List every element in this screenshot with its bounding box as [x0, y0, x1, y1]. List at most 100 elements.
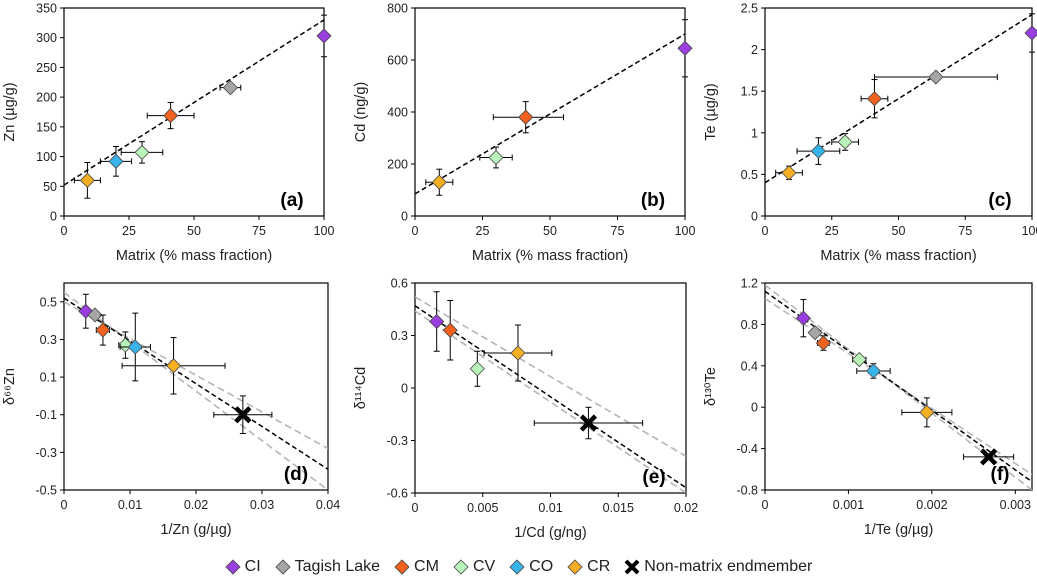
legend-marker-shape — [394, 559, 410, 575]
x-tick-label: 75 — [611, 224, 625, 238]
data-point-cv — [851, 352, 867, 368]
data-point-co — [810, 143, 826, 159]
plot-frame — [63, 282, 329, 491]
x-axis-label: Matrix (% mass fraction) — [472, 248, 628, 264]
y-axis-label: δ¹³⁰Te — [703, 367, 719, 406]
confidence-line — [415, 310, 686, 493]
legend-diamond-marker — [275, 559, 291, 575]
x-tick-label: 0 — [61, 498, 68, 512]
chart-panel-0: 0 25 50 75 100 0 50 100 150 200 250 300 350 Matrix (%… — [2, 2, 334, 265]
legend-diamond-marker — [225, 559, 241, 575]
x-tick-label: 50 — [187, 224, 201, 238]
data-point-cm — [163, 108, 179, 124]
data-point-cv — [134, 144, 150, 160]
x-tick-label: 50 — [892, 224, 906, 238]
regression-line — [765, 14, 1032, 184]
legend-x-marker — [624, 559, 640, 575]
confidence-line — [415, 296, 686, 457]
data-point-ci — [1024, 25, 1037, 41]
y-tick-label: 0 — [50, 210, 57, 224]
data-point-cr — [431, 174, 447, 190]
x-tick-label: 75 — [252, 224, 266, 238]
panel-label: (d) — [284, 464, 308, 485]
panel-label: (b) — [641, 190, 665, 211]
data-point-ci — [429, 313, 445, 330]
regression-line — [64, 19, 324, 186]
y-tick-label: 250 — [36, 61, 57, 75]
y-tick-label: 800 — [387, 2, 408, 16]
data-point-cv — [837, 134, 853, 150]
legend-marker-shape — [275, 559, 291, 575]
y-tick-label: 150 — [36, 120, 57, 134]
legend-diamond-marker — [394, 559, 410, 575]
regression-line — [415, 305, 686, 489]
y-tick-label: 0.5 — [741, 168, 758, 182]
plot-area — [64, 19, 324, 186]
y-tick-label: 200 — [387, 158, 408, 172]
y-tick-label: 0.8 — [741, 318, 758, 332]
y-axis-label: Te (µg/g) — [703, 83, 719, 141]
x-axis-label: Matrix (% mass fraction) — [820, 248, 976, 264]
plot-area — [415, 296, 686, 493]
y-tick-label: -0.4 — [736, 442, 758, 456]
x-tick-label: 75 — [958, 224, 972, 238]
legend-label: Non-matrix endmember — [644, 558, 813, 575]
legend-marker-shape — [509, 559, 525, 575]
x-tick-label: 0.002 — [916, 498, 947, 512]
legend-item: Tagish Lake — [275, 558, 380, 576]
plot-area — [765, 14, 1032, 184]
legend-diamond-marker — [453, 559, 469, 575]
plot-frame — [63, 7, 325, 217]
y-tick-label: -0.5 — [35, 484, 57, 498]
data-point-cm — [95, 322, 111, 338]
data-point-cm — [442, 322, 458, 338]
legend-item: CM — [394, 558, 439, 576]
y-tick-label: 1 — [751, 126, 758, 140]
regression-line — [415, 33, 685, 195]
y-tick-label: 0.6 — [391, 277, 408, 291]
data-point-cr — [165, 358, 182, 374]
x-tick-label: 100 — [314, 224, 335, 238]
plot-frame — [414, 282, 687, 494]
y-axis-label: Zn (µg/g) — [2, 82, 18, 141]
legend-label: CM — [414, 558, 439, 575]
data-point-non-matrix — [579, 414, 598, 432]
legend-item: CR — [567, 558, 610, 576]
x-tick-label: 0 — [412, 224, 419, 238]
legend-label: Tagish Lake — [294, 558, 381, 575]
x-tick-label: 0.003 — [1000, 498, 1031, 512]
panel-label: (c) — [988, 190, 1011, 211]
y-tick-label: 0.1 — [40, 371, 57, 385]
panel-label: (f) — [991, 464, 1010, 485]
x-tick-label: 0.005 — [467, 501, 498, 515]
y-tick-label: 2 — [751, 43, 758, 57]
confidence-line — [64, 291, 328, 490]
data-point-co — [865, 363, 882, 379]
x-tick-label: 0.02 — [674, 501, 698, 515]
legend-item: CV — [453, 558, 495, 576]
data-point-cv — [488, 149, 504, 166]
y-axis-label: δ¹¹⁴Cd — [353, 367, 369, 410]
y-tick-label: 200 — [36, 91, 57, 105]
data-point-tagish-lake — [807, 325, 823, 341]
legend-item: Non-matrix endmember — [624, 558, 812, 576]
y-tick-label: 350 — [36, 2, 57, 16]
y-tick-label: 0 — [401, 382, 408, 396]
x-tick-label: 25 — [476, 224, 490, 238]
data-point-tagish-lake — [928, 69, 944, 85]
data-point-ci — [677, 40, 693, 56]
legend-item: CO — [509, 558, 553, 576]
data-point-cm — [815, 335, 831, 351]
x-axis-label: 1/Te (g/µg) — [864, 522, 934, 538]
regression-line — [765, 290, 1032, 483]
data-point-cm — [866, 91, 883, 107]
y-tick-label: 0.4 — [741, 359, 758, 373]
legend-marker-shape — [453, 559, 469, 575]
y-tick-label: 1.5 — [741, 85, 758, 99]
x-axis-label: 1/Zn (g/µg) — [160, 522, 231, 538]
panel-label: (a) — [280, 190, 303, 211]
legend-label: CO — [529, 558, 554, 575]
data-point-non-matrix — [234, 406, 252, 424]
x-tick-label: 0.03 — [250, 498, 274, 512]
data-point-cr — [781, 165, 797, 181]
